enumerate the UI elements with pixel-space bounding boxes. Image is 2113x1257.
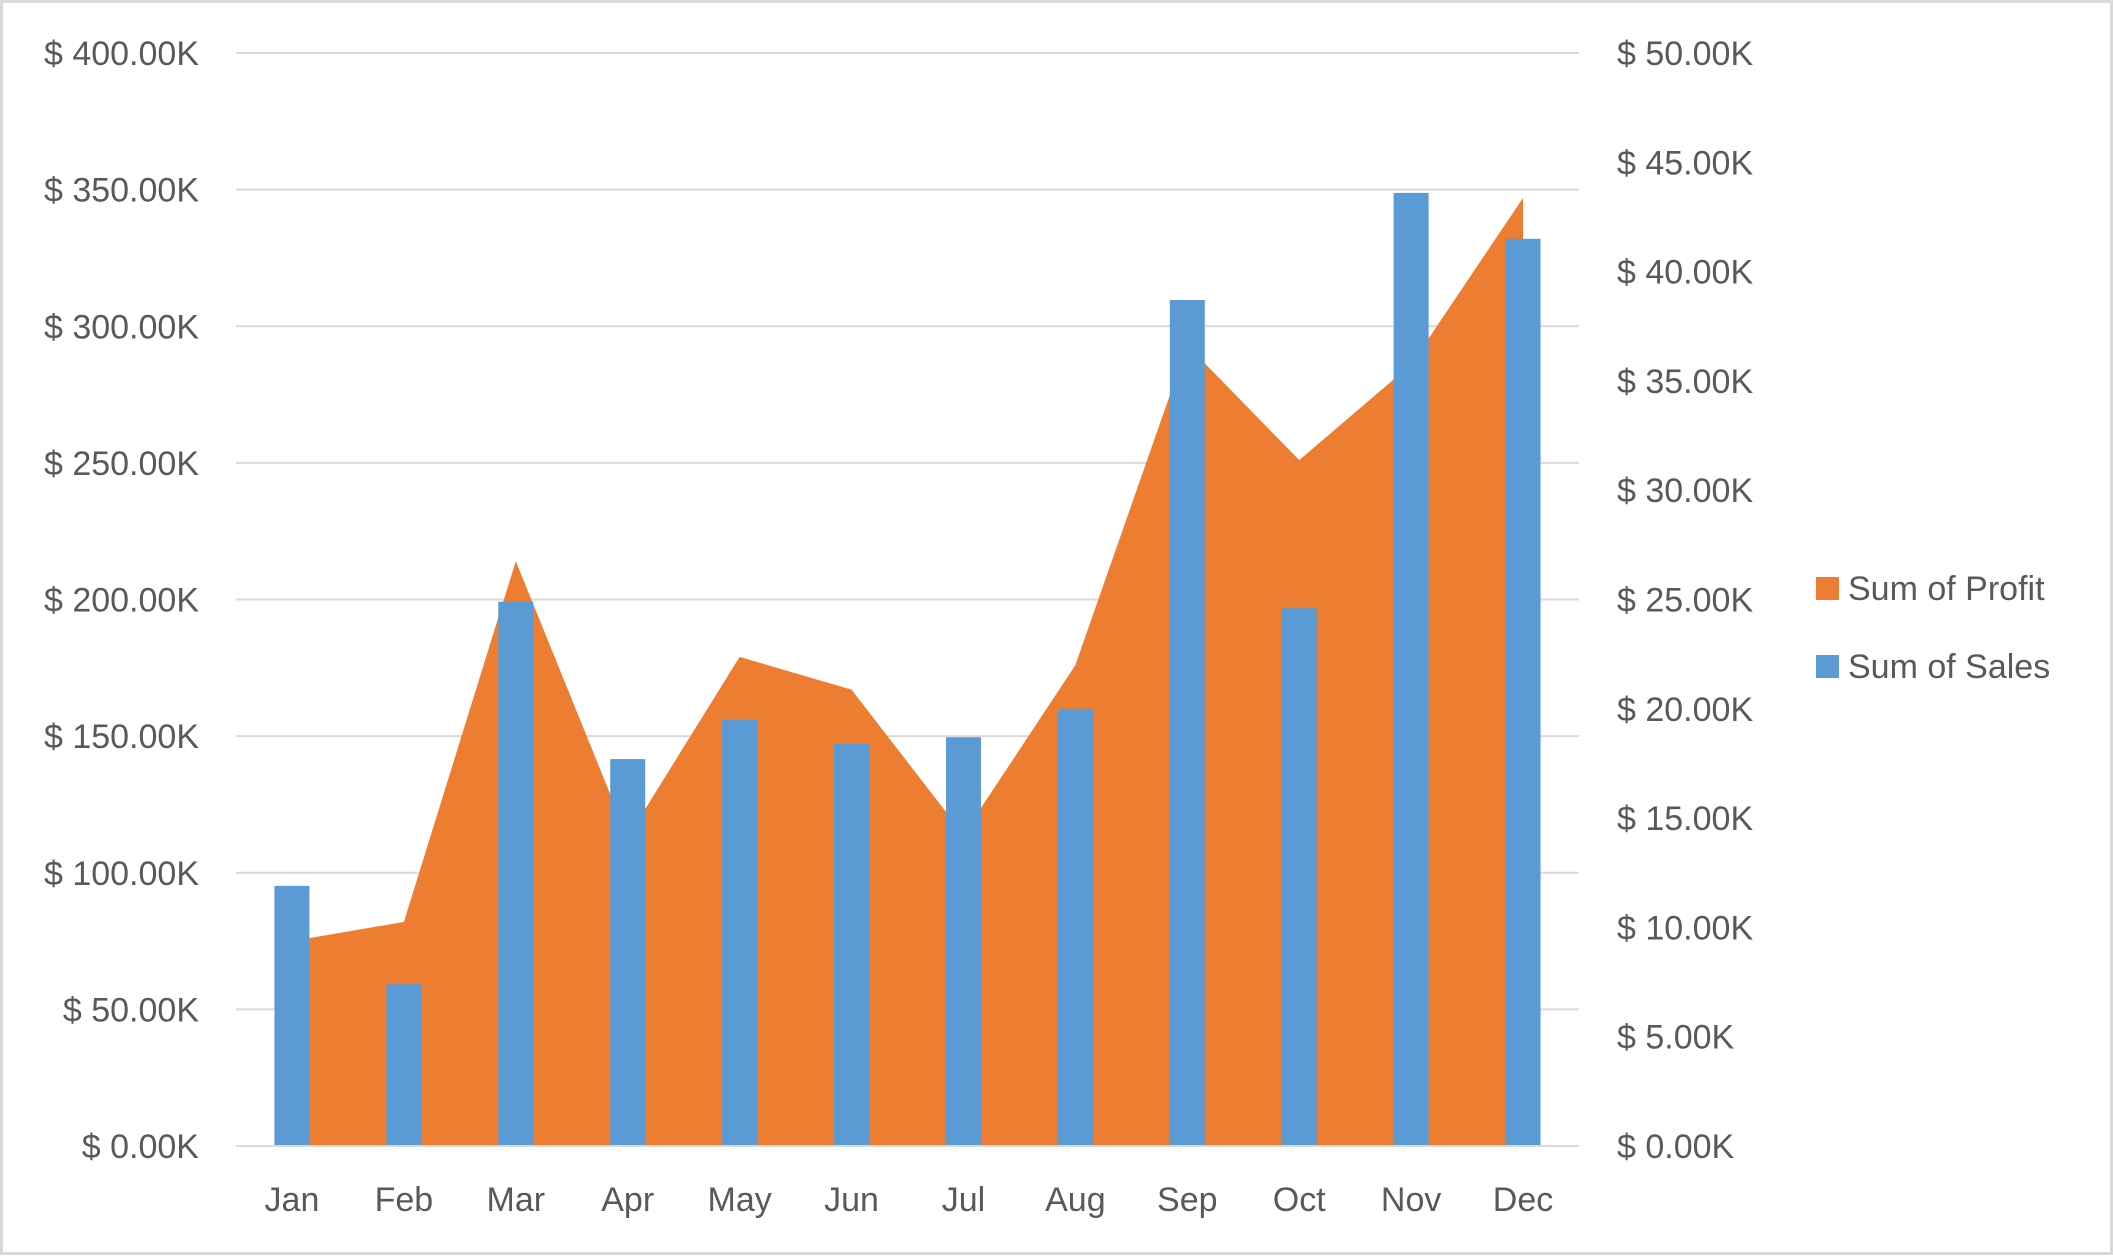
x-tick-label-may: May — [708, 1181, 772, 1219]
x-tick-label-aug: Aug — [1045, 1181, 1106, 1219]
left-axis: $ 0.00K $ 50.00K $ 100.00K $ 150.00K $ 200.0… — [44, 35, 199, 1166]
x-tick-label-feb: Feb — [375, 1181, 434, 1219]
right-tick-label: $ 0.00K — [1617, 1128, 1735, 1166]
sales-bar-jan — [274, 886, 309, 1146]
sales-bar-mar — [498, 602, 533, 1146]
left-tick-label: $ 250.00K — [44, 445, 199, 483]
profit-area — [292, 198, 1523, 1146]
right-tick-label: $ 40.00K — [1617, 254, 1753, 292]
sales-bar-jul — [946, 737, 981, 1146]
left-tick-label: $ 50.00K — [63, 991, 199, 1029]
sales-bar-apr — [610, 759, 645, 1146]
right-tick-label: $ 15.00K — [1617, 800, 1753, 838]
right-tick-label: $ 10.00K — [1617, 909, 1753, 947]
x-tick-label-jan: Jan — [265, 1181, 320, 1219]
x-tick-label-dec: Dec — [1493, 1181, 1553, 1219]
right-tick-label: $ 20.00K — [1617, 691, 1753, 729]
x-axis: Jan Feb Mar Apr May Jun Jul Aug Sep Oct Nov Dec — [236, 1146, 1579, 1219]
x-tick-label-jun: Jun — [824, 1181, 879, 1219]
sales-bar-aug — [1058, 709, 1093, 1146]
left-tick-label: $ 100.00K — [44, 855, 199, 893]
right-tick-label: $ 35.00K — [1617, 363, 1753, 401]
left-tick-label: $ 300.00K — [44, 308, 199, 346]
profit-area-series — [292, 198, 1523, 1146]
sales-bar-jun — [834, 744, 869, 1146]
left-tick-label: $ 350.00K — [44, 172, 199, 210]
x-tick-label-oct: Oct — [1273, 1181, 1326, 1219]
x-tick-label-mar: Mar — [487, 1181, 546, 1219]
x-tick-label-apr: Apr — [601, 1181, 654, 1219]
legend-swatch-sum-of-profit — [1816, 577, 1839, 600]
legend: Sum of Profit Sum of Sales — [1816, 570, 2050, 686]
sales-bar-dec — [1506, 239, 1541, 1146]
left-tick-label: $ 0.00K — [82, 1128, 200, 1166]
left-tick-label: $ 200.00K — [44, 582, 199, 620]
sales-bar-oct — [1282, 608, 1317, 1146]
right-tick-label: $ 50.00K — [1617, 35, 1753, 73]
legend-label-sum-of-sales: Sum of Sales — [1848, 648, 2050, 686]
sales-bar-nov — [1394, 193, 1429, 1146]
sales-bar-sep — [1170, 300, 1205, 1146]
x-tick-label-nov: Nov — [1381, 1181, 1441, 1219]
right-tick-label: $ 30.00K — [1617, 472, 1753, 510]
left-tick-label: $ 400.00K — [44, 35, 199, 73]
sales-bar-feb — [386, 984, 421, 1146]
right-tick-label: $ 25.00K — [1617, 582, 1753, 620]
legend-swatch-sum-of-sales — [1816, 655, 1839, 678]
right-tick-label: $ 45.00K — [1617, 144, 1753, 182]
left-tick-label: $ 150.00K — [44, 718, 199, 756]
right-tick-label: $ 5.00K — [1617, 1019, 1735, 1057]
right-axis: $ 0.00K $ 5.00K $ 10.00K $ 15.00K $ 20.00K $ … — [1617, 35, 1753, 1166]
sales-bar-may — [722, 720, 757, 1146]
x-tick-label-jul: Jul — [942, 1181, 985, 1219]
chart: $ 0.00K $ 50.00K $ 100.00K $ 150.00K $ 200.0… — [3, 3, 2110, 1252]
x-tick-label-sep: Sep — [1157, 1181, 1218, 1219]
legend-label-sum-of-profit: Sum of Profit — [1848, 570, 2045, 608]
